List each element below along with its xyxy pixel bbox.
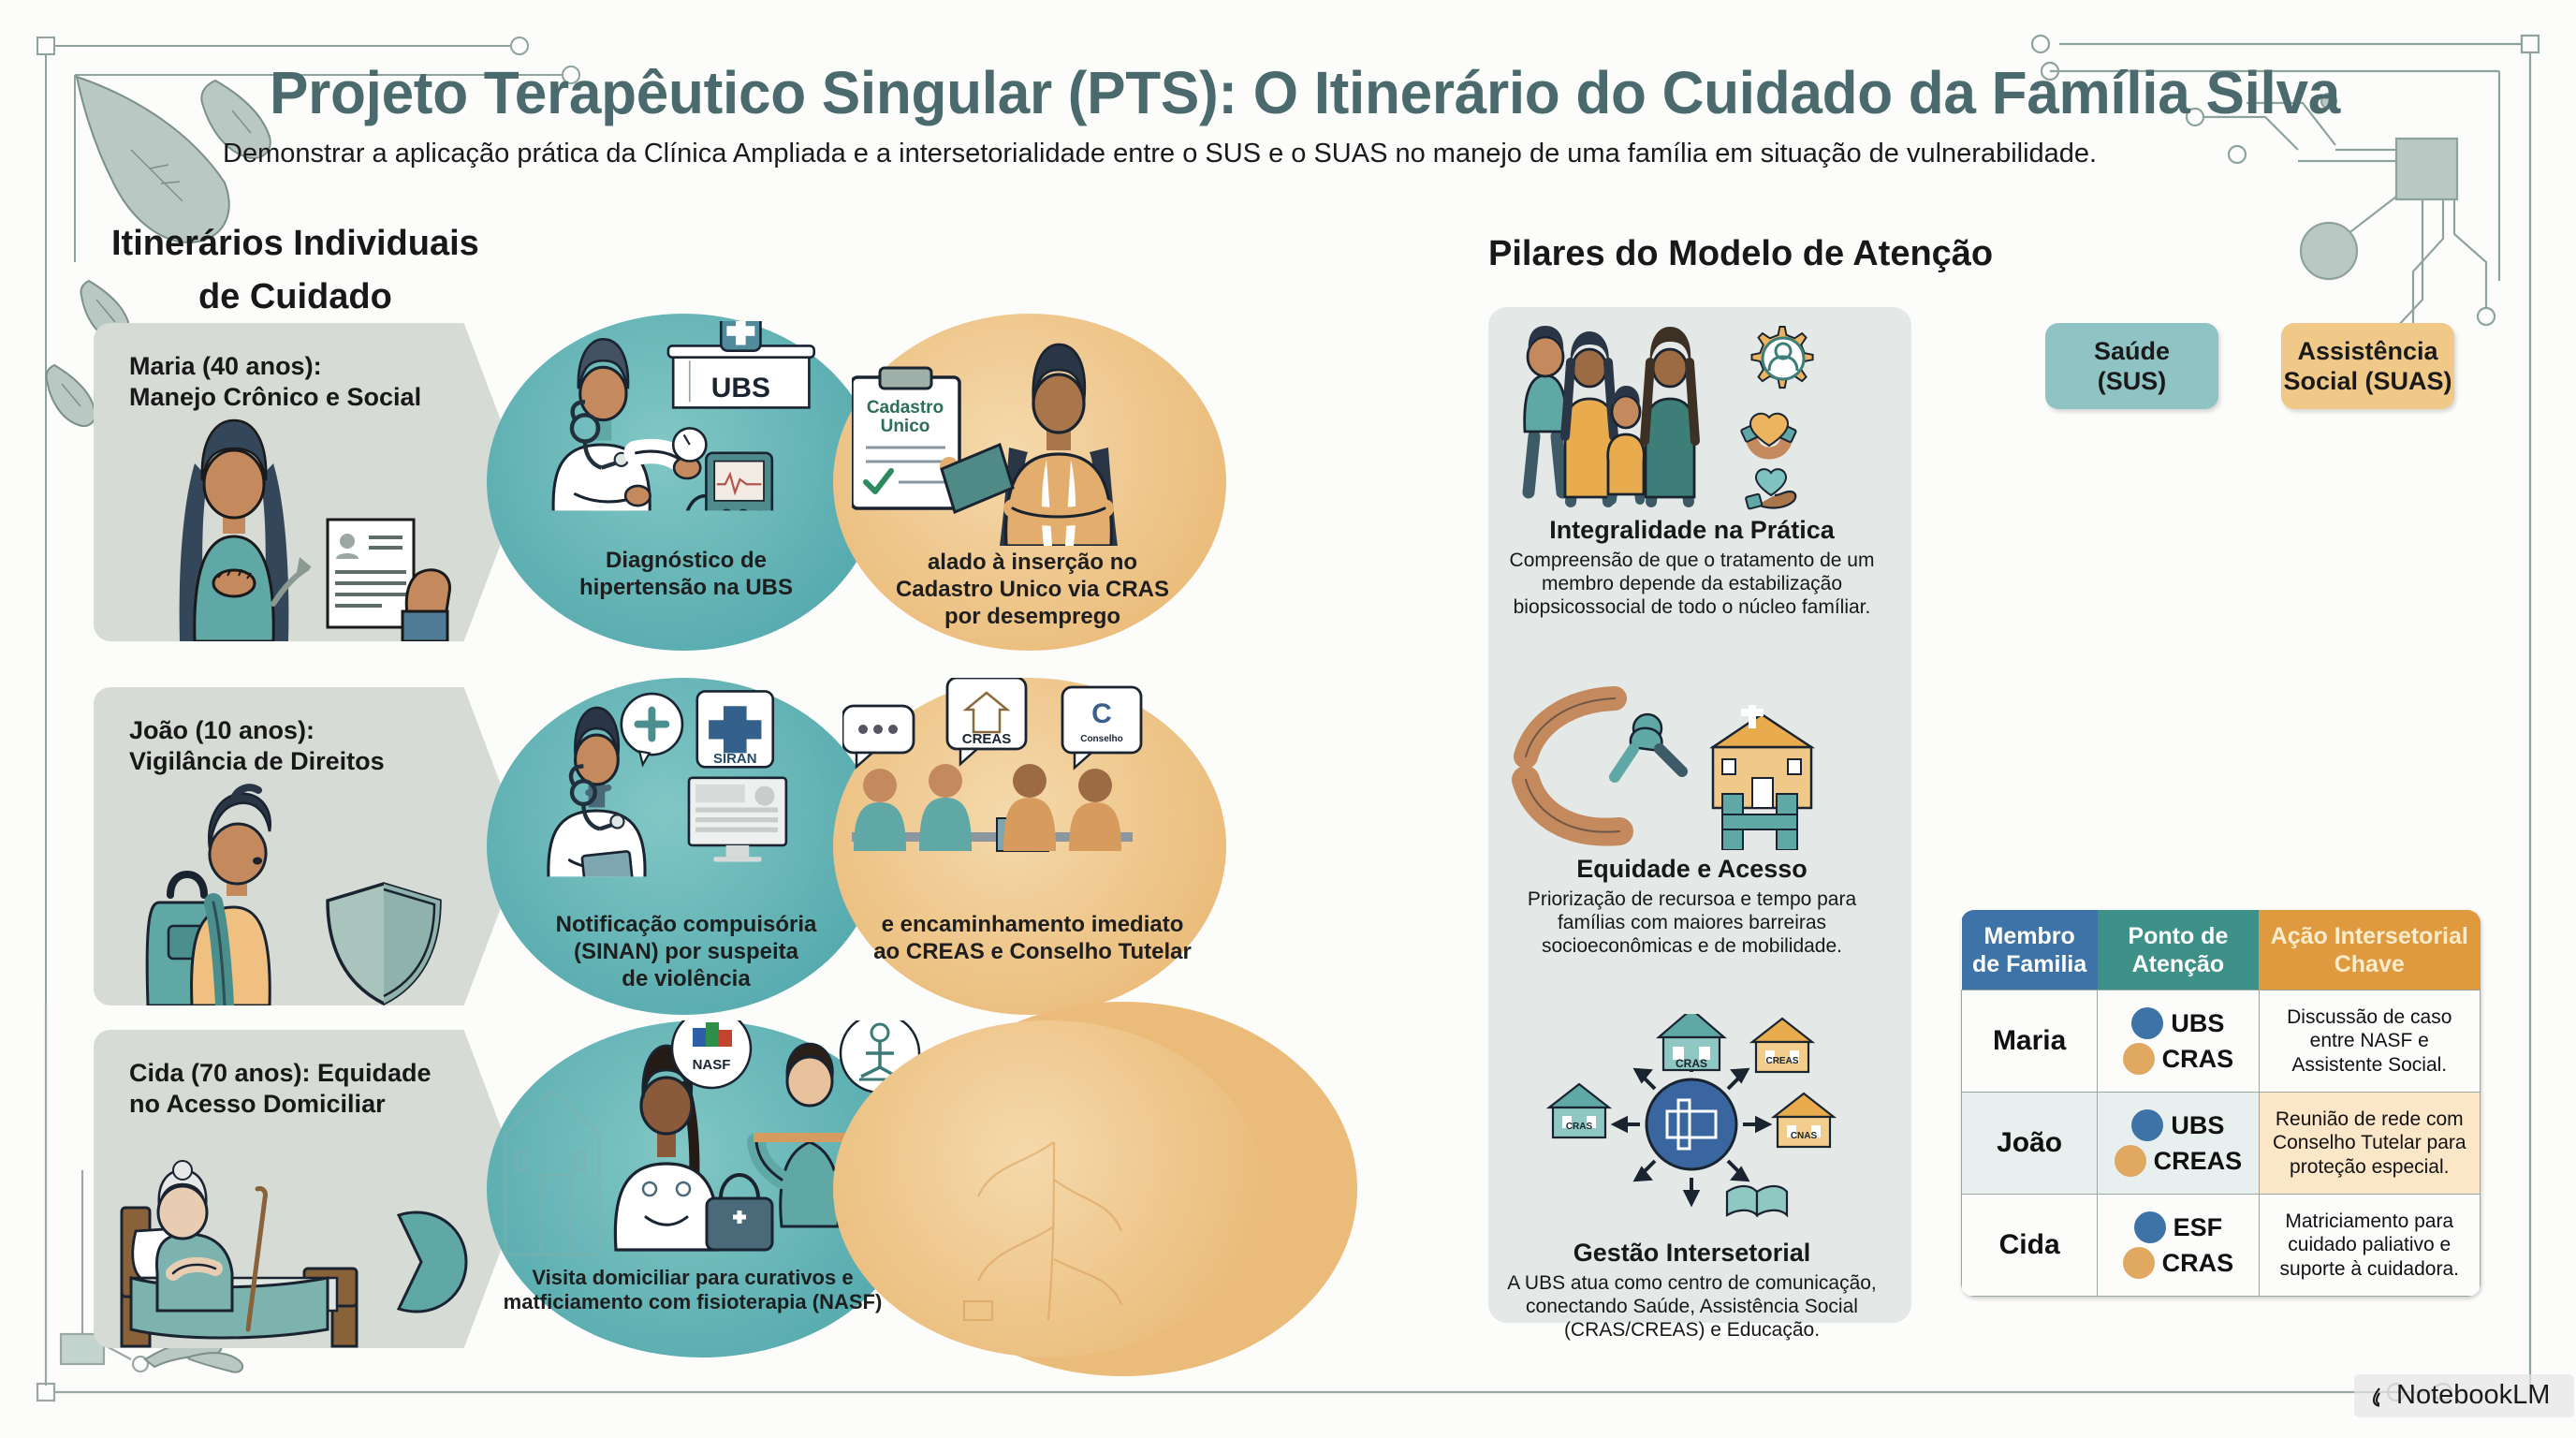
svg-text:UBS: UBS [711, 373, 770, 404]
svg-text:CNAS: CNAS [1791, 1131, 1818, 1141]
svg-text:C: C [1091, 698, 1112, 729]
svg-text:CRAS: CRAS [1676, 1057, 1707, 1070]
svg-text:Conselho: Conselho [1080, 734, 1123, 744]
svg-text:Cadastro: Cadastro [867, 398, 944, 418]
svg-text:CREAS: CREAS [1765, 1056, 1798, 1066]
svg-text:SIRAN: SIRAN [713, 751, 757, 767]
svg-text:NASF: NASF [693, 1057, 731, 1073]
svg-text:CRAS: CRAS [1566, 1122, 1593, 1132]
svg-text:Unico: Unico [881, 417, 930, 436]
svg-text:CREAS: CREAS [962, 731, 1012, 747]
